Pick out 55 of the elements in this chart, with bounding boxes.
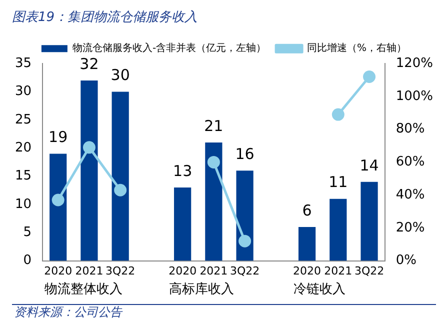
x-tick-label: 3Q22 [106,264,136,278]
y2-tick-label: 40% [396,187,425,202]
y-tick-label: 35 [14,56,32,71]
text: 资料来源：公司公告 [14,305,123,320]
point [52,194,64,206]
x-tick-label: 3Q22 [354,264,384,278]
bar [80,80,98,261]
data-label: 19 [48,128,68,146]
point [363,70,376,83]
point [207,156,220,168]
data-label: 21 [204,116,224,135]
data-label: 14 [360,156,379,174]
point [238,234,252,248]
y-tick-label: 25 [14,112,32,128]
bar [174,188,192,261]
data-label: 11 [328,173,348,192]
data-label: 13 [173,162,192,180]
legend-label: 同比增速（%，右轴） [307,42,407,54]
y-tick-label: 5 [23,225,32,240]
y-tick-label: 10 [14,196,32,212]
y-tick-label: 20 [14,140,32,156]
legend-label: 物流仓储服务收入-含非并表（亿元，左轴） [72,42,266,54]
bar [330,198,347,261]
x-tick-label: 2021 [75,264,104,278]
point [114,184,127,196]
point [332,108,344,121]
x-tick-label: 3Q22 [230,264,260,278]
y2-tick-label: 20% [396,220,425,236]
chart-title: 图表19：集团物流仓储服务收入 [12,9,198,26]
y2-tick-label: 120% [396,56,434,71]
y-tick-label: 15 [14,168,32,184]
x-tick-label: 2020 [44,264,72,278]
data-label: 30 [110,66,130,84]
y2-tick-label: 60% [396,154,425,170]
data-label: 32 [80,54,99,73]
data-label: 16 [235,145,254,164]
x-tick-label: 2021 [324,264,352,278]
x-tick-label: 2021 [200,264,228,278]
x-tick-label: 2020 [168,264,197,278]
text: 物流整体收入 [44,280,123,297]
bar [112,92,129,261]
bar [205,142,222,261]
bar [360,182,378,261]
y2-tick-label: 0% [396,253,416,268]
text: 高标库收入 [169,280,234,297]
y2-tick-label: 80% [396,122,425,137]
data-label: 6 [302,201,312,220]
bar [298,226,316,261]
text: 冷链收入 [293,282,346,297]
y2-tick-label: 100% [396,88,434,104]
bar [50,154,67,261]
y-tick-label: 0 [23,253,32,268]
point [82,141,96,154]
y-tick-label: 30 [14,84,32,100]
x-tick-label: 2020 [293,264,322,278]
